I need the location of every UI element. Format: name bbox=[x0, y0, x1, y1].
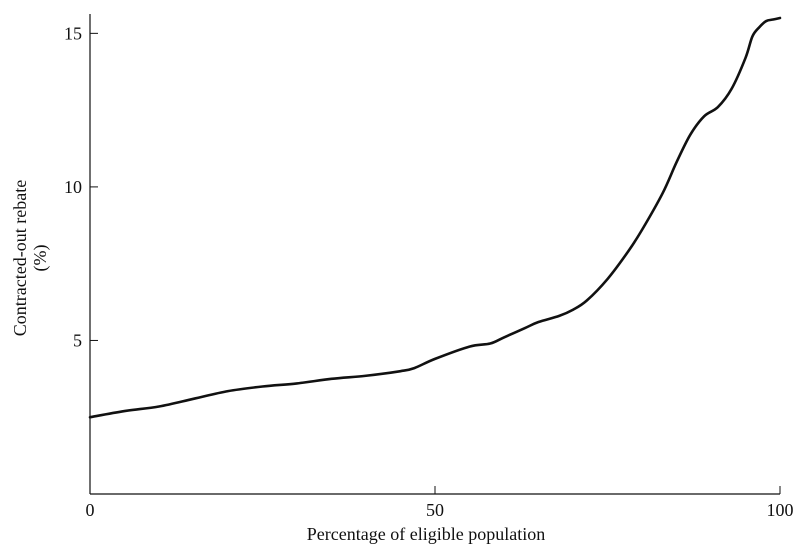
ticks: 0 50 100 5 10 15 bbox=[64, 23, 794, 520]
x-tick-label: 0 bbox=[86, 500, 95, 520]
rebate-curve-line bbox=[88, 16, 782, 419]
axes bbox=[89, 14, 780, 495]
y-tick-label: 15 bbox=[64, 23, 82, 43]
y-tick-label: 5 bbox=[73, 330, 82, 350]
y-tick-label: 10 bbox=[64, 177, 82, 197]
y-axis-label-group: Contracted-out rebate (%) bbox=[10, 180, 51, 336]
y-axis-unit-label: (%) bbox=[30, 245, 51, 272]
y-axis-label: Contracted-out rebate bbox=[10, 180, 30, 336]
x-axis-label: Percentage of eligible population bbox=[307, 524, 545, 544]
x-tick-label: 100 bbox=[767, 500, 794, 520]
x-tick-label: 50 bbox=[426, 500, 444, 520]
series-layer bbox=[88, 16, 782, 419]
